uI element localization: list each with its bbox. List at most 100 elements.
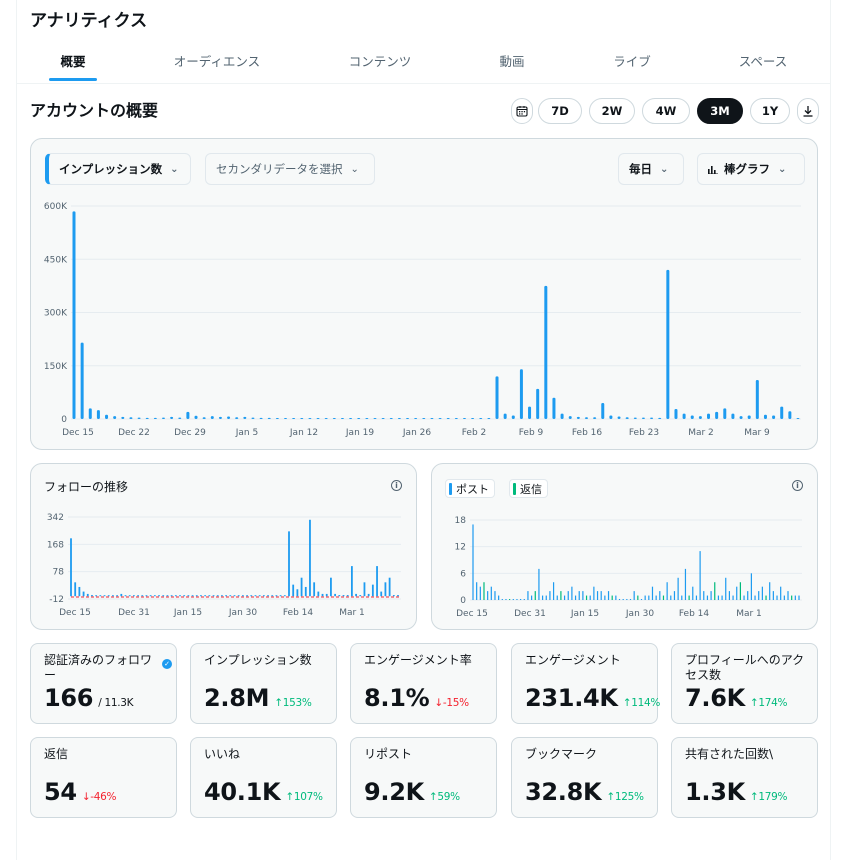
stat-card[interactable]: 共有された回数\ 1.3K ↑179% <box>671 737 818 818</box>
follow-chart: 342 168 78 -12 Dec 15 Dec 31 Jan 15 Jan 30 Feb 1… <box>47 513 401 618</box>
bar <box>304 586 307 597</box>
bar <box>758 591 760 600</box>
stat-value: 8.1% ↓-15% <box>364 684 469 712</box>
bar <box>195 595 198 597</box>
info-icon[interactable]: i <box>391 480 402 491</box>
stat-card[interactable]: リポスト 9.2K ↑59% <box>350 737 497 818</box>
chart-type-dropdown[interactable]: 棒グラフ ⌄ <box>697 153 805 185</box>
x-tick-label: Dec 15 <box>456 609 488 619</box>
stat-change-up: ↑125% <box>606 791 644 803</box>
bar <box>365 418 369 419</box>
stat-card[interactable]: いいね 40.1K ↑107% <box>190 737 337 818</box>
stat-label: 共有された回数\ <box>685 747 774 761</box>
bar <box>259 417 263 419</box>
bar <box>103 595 106 597</box>
stat-card[interactable]: 認証済みのフォロワー 166 / 11.3K ✓ <box>30 643 177 724</box>
bar <box>495 376 499 419</box>
bar <box>187 595 190 597</box>
bar <box>237 595 240 597</box>
bar <box>462 418 466 419</box>
bar <box>731 413 735 419</box>
stat-card[interactable]: ブックマーク 32.8K ↑125% <box>511 737 658 818</box>
bar <box>658 417 662 419</box>
metric-dropdown-label: インプレッション数 <box>59 162 163 176</box>
range-3m-button[interactable]: 3M <box>697 98 743 124</box>
bar <box>674 409 678 419</box>
bar <box>582 591 584 600</box>
bar <box>755 379 759 419</box>
bar <box>137 417 141 419</box>
stat-label: インプレッション数 <box>204 653 312 667</box>
range-1y-button[interactable]: 1Y <box>750 98 790 124</box>
bar <box>254 595 257 597</box>
bar <box>666 582 668 600</box>
bar <box>637 595 639 600</box>
stat-card[interactable]: 返信 54 ↓-46% <box>30 737 177 818</box>
tab-overview[interactable]: 概要 <box>60 54 86 69</box>
secondary-metric-dropdown[interactable]: セカンダリデータを選択 ⌄ <box>205 153 375 185</box>
download-button[interactable] <box>797 98 819 124</box>
bar <box>511 415 515 419</box>
x-tick-label: Jan 12 <box>289 428 318 438</box>
tab-video[interactable]: 動画 <box>499 54 525 69</box>
chevron-down-icon: ⌄ <box>170 163 179 175</box>
stat-change-up: ↑179% <box>749 791 788 803</box>
bar <box>334 593 337 597</box>
bar <box>200 595 202 597</box>
bar <box>673 591 676 600</box>
bar <box>503 413 507 419</box>
stat-change-up: ↑107% <box>285 791 323 803</box>
impressions-chart-card: インプレッション数 ⌄ セカンダリデータを選択 ⌄ 毎日 ⌄ 棒グラフ ⌄ 60… <box>30 138 818 450</box>
range-7d-button[interactable]: 7D <box>538 98 582 124</box>
range-4w-button[interactable]: 4W <box>642 98 690 124</box>
range-2w-button[interactable]: 2W <box>589 98 635 124</box>
stat-card[interactable]: エンゲージメント 231.4K ↑114% <box>511 643 660 724</box>
bar <box>78 586 81 597</box>
bar <box>243 416 247 419</box>
tab-live[interactable]: ライブ <box>613 54 651 69</box>
bar <box>381 418 385 419</box>
bar <box>659 591 661 600</box>
chevron-down-icon: ⌄ <box>660 163 669 175</box>
stat-card[interactable]: インプレッション数 2.8M ↑153% <box>190 643 337 724</box>
stat-number: 231.4K <box>525 684 618 712</box>
calendar-button[interactable] <box>511 98 533 124</box>
legend-posts[interactable]: ポスト <box>445 479 495 498</box>
stat-value: 32.8K ↑125% <box>525 778 644 806</box>
tab-spaces[interactable]: スペース <box>738 54 788 69</box>
bar <box>288 531 290 597</box>
stat-card[interactable]: エンゲージメント率 8.1% ↓-15% <box>350 643 497 724</box>
bar <box>633 417 637 419</box>
bar <box>483 582 485 600</box>
stat-card[interactable]: プロフィールへのアクセス数 7.6K ↑174% <box>671 643 818 724</box>
stat-change-up: ↑153% <box>274 697 312 709</box>
bar <box>501 599 503 600</box>
bar <box>72 211 76 419</box>
bar <box>714 582 716 600</box>
bar <box>414 418 418 419</box>
bar <box>772 415 776 419</box>
bar <box>80 342 84 419</box>
tab-content[interactable]: コンテンツ <box>348 54 412 69</box>
x-tick-label: Feb 14 <box>679 609 710 619</box>
y-tick-label: 600K <box>44 202 68 212</box>
bar <box>241 595 244 597</box>
bar <box>95 595 98 597</box>
bar <box>357 418 361 419</box>
interval-dropdown[interactable]: 毎日 ⌄ <box>618 153 684 185</box>
bar <box>194 415 198 419</box>
tab-bar: 概要 オーディエンス コンテンツ 動画 ライブ スペース <box>16 40 831 84</box>
bar <box>208 595 211 597</box>
bar <box>112 595 114 597</box>
y-tick-label: 18 <box>455 516 467 526</box>
legend-replies[interactable]: 返信 <box>509 479 548 498</box>
bar <box>560 591 562 600</box>
bar <box>601 403 605 419</box>
bar <box>355 593 357 597</box>
bar <box>246 595 248 597</box>
info-icon[interactable]: i <box>792 480 803 491</box>
x-tick-label: Feb 23 <box>629 428 659 438</box>
metric-dropdown[interactable]: インプレッション数 ⌄ <box>45 153 191 185</box>
tab-audience[interactable]: オーディエンス <box>173 54 261 69</box>
bar <box>750 573 752 600</box>
